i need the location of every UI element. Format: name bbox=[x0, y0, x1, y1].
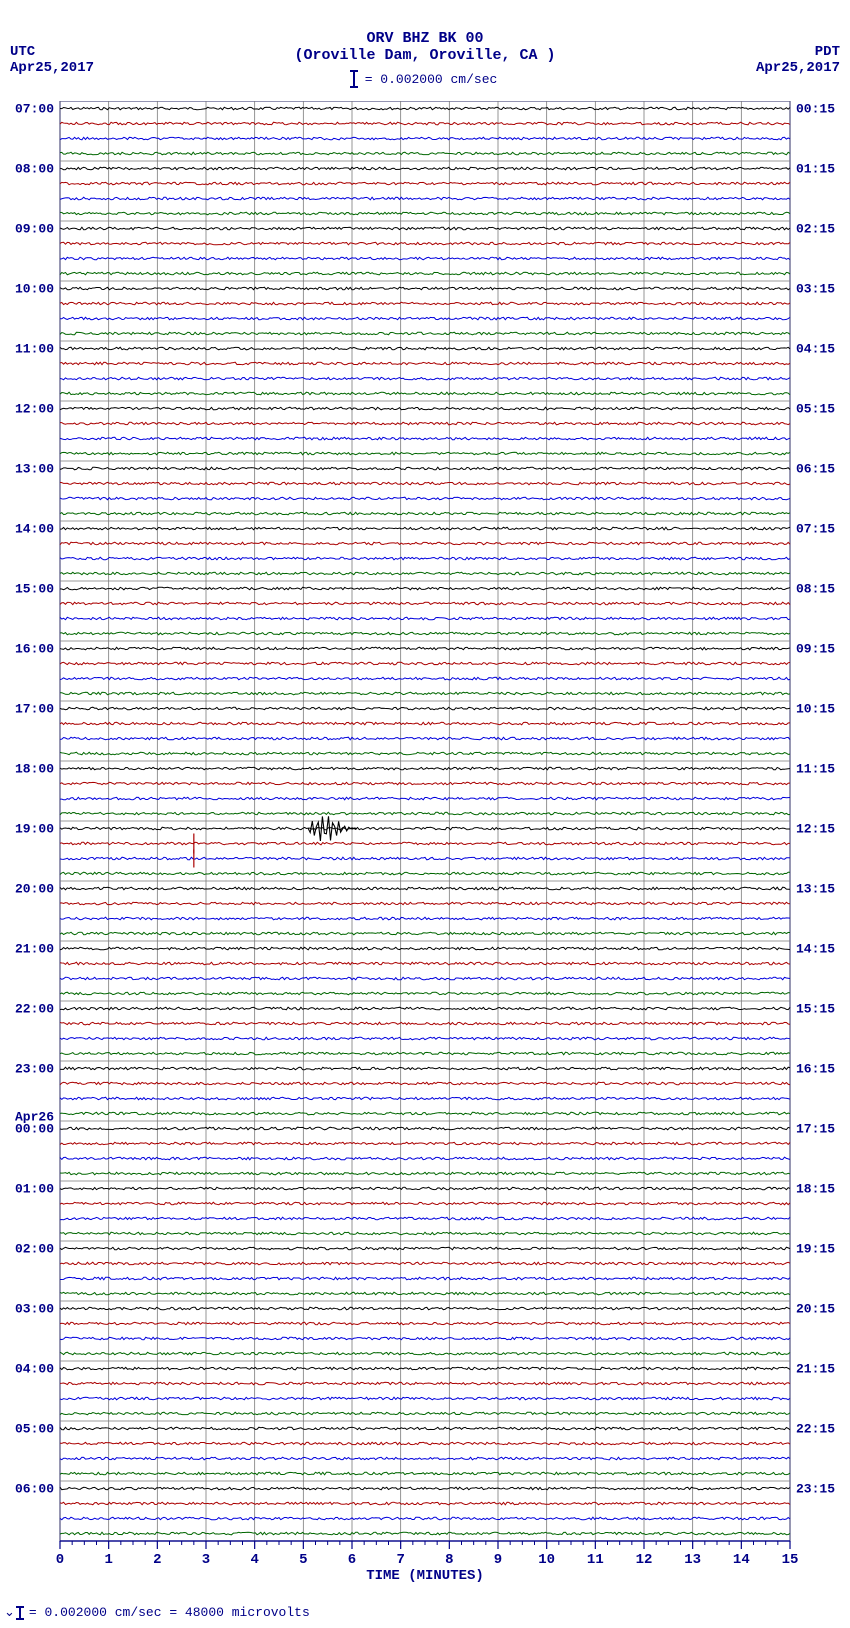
svg-text:01:15: 01:15 bbox=[796, 162, 835, 177]
svg-text:TIME (MINUTES): TIME (MINUTES) bbox=[366, 1568, 484, 1584]
svg-text:0: 0 bbox=[56, 1552, 64, 1568]
svg-text:16:00: 16:00 bbox=[15, 642, 54, 657]
svg-text:9: 9 bbox=[494, 1552, 502, 1568]
svg-text:8: 8 bbox=[445, 1552, 453, 1568]
timezone-right: PDT Apr25,2017 bbox=[756, 44, 840, 76]
svg-text:3: 3 bbox=[202, 1552, 210, 1568]
svg-text:20:15: 20:15 bbox=[796, 1302, 835, 1317]
svg-text:22:00: 22:00 bbox=[15, 1002, 54, 1017]
svg-text:6: 6 bbox=[348, 1552, 356, 1568]
svg-text:15:00: 15:00 bbox=[15, 582, 54, 597]
svg-text:02:00: 02:00 bbox=[15, 1242, 54, 1257]
svg-text:7: 7 bbox=[396, 1552, 404, 1568]
seismogram-svg: 07:00 00:15 08:00 01:15 09:00 02:15 10:00 03:15… bbox=[0, 101, 850, 1591]
svg-text:18:15: 18:15 bbox=[796, 1182, 835, 1197]
svg-text:00:15: 00:15 bbox=[796, 102, 835, 117]
timezone-left: UTC Apr25,2017 bbox=[10, 44, 94, 76]
svg-text:17:15: 17:15 bbox=[796, 1122, 835, 1137]
svg-text:09:00: 09:00 bbox=[15, 222, 54, 237]
svg-text:12: 12 bbox=[636, 1552, 653, 1568]
svg-text:18:00: 18:00 bbox=[15, 762, 54, 777]
svg-text:19:15: 19:15 bbox=[796, 1242, 835, 1257]
svg-text:06:00: 06:00 bbox=[15, 1482, 54, 1497]
tz-right-date: Apr25,2017 bbox=[756, 60, 840, 76]
svg-text:01:00: 01:00 bbox=[15, 1182, 54, 1197]
svg-text:05:15: 05:15 bbox=[796, 402, 835, 417]
svg-text:08:15: 08:15 bbox=[796, 582, 835, 597]
svg-text:17:00: 17:00 bbox=[15, 702, 54, 717]
svg-text:07:00: 07:00 bbox=[15, 102, 54, 117]
svg-text:22:15: 22:15 bbox=[796, 1422, 835, 1437]
svg-text:07:15: 07:15 bbox=[796, 522, 835, 537]
svg-text:21:00: 21:00 bbox=[15, 942, 54, 957]
tz-right-code: PDT bbox=[815, 44, 840, 60]
svg-text:14:15: 14:15 bbox=[796, 942, 835, 957]
svg-text:15: 15 bbox=[782, 1552, 799, 1568]
svg-text:00:00: 00:00 bbox=[15, 1122, 54, 1137]
scale-bar-icon bbox=[353, 70, 355, 88]
tz-left-date: Apr25,2017 bbox=[10, 60, 94, 76]
svg-text:14:00: 14:00 bbox=[15, 522, 54, 537]
svg-text:4: 4 bbox=[250, 1552, 258, 1568]
svg-text:10:15: 10:15 bbox=[796, 702, 835, 717]
svg-text:13:00: 13:00 bbox=[15, 462, 54, 477]
svg-text:23:00: 23:00 bbox=[15, 1062, 54, 1077]
svg-text:11:00: 11:00 bbox=[15, 342, 54, 357]
svg-text:09:15: 09:15 bbox=[796, 642, 835, 657]
svg-text:12:15: 12:15 bbox=[796, 822, 835, 837]
svg-text:04:15: 04:15 bbox=[796, 342, 835, 357]
svg-text:12:00: 12:00 bbox=[15, 402, 54, 417]
scale-legend: = 0.002000 cm/sec bbox=[353, 70, 498, 88]
svg-text:08:00: 08:00 bbox=[15, 162, 54, 177]
footer-scale: ⌄ = 0.002000 cm/sec = 48000 microvolts bbox=[0, 1591, 850, 1628]
svg-text:03:15: 03:15 bbox=[796, 282, 835, 297]
seismogram-plot: 07:00 00:15 08:00 01:15 09:00 02:15 10:00 03:15… bbox=[0, 101, 850, 1591]
svg-text:16:15: 16:15 bbox=[796, 1062, 835, 1077]
svg-text:05:00: 05:00 bbox=[15, 1422, 54, 1437]
svg-text:02:15: 02:15 bbox=[796, 222, 835, 237]
svg-text:13: 13 bbox=[684, 1552, 701, 1568]
svg-text:14: 14 bbox=[733, 1552, 750, 1568]
svg-text:5: 5 bbox=[299, 1552, 307, 1568]
svg-text:13:15: 13:15 bbox=[796, 882, 835, 897]
svg-text:11: 11 bbox=[587, 1552, 604, 1568]
scale-text: = 0.002000 cm/sec bbox=[365, 72, 498, 87]
svg-text:20:00: 20:00 bbox=[15, 882, 54, 897]
svg-text:04:00: 04:00 bbox=[15, 1362, 54, 1377]
svg-text:19:00: 19:00 bbox=[15, 822, 54, 837]
svg-text:11:15: 11:15 bbox=[796, 762, 835, 777]
svg-text:03:00: 03:00 bbox=[15, 1302, 54, 1317]
svg-text:1: 1 bbox=[104, 1552, 112, 1568]
header: ORV BHZ BK 00 (Oroville Dam, Oroville, C… bbox=[0, 0, 850, 93]
tz-left-code: UTC bbox=[10, 44, 35, 60]
station-location: (Oroville Dam, Oroville, CA ) bbox=[0, 47, 850, 64]
svg-text:10: 10 bbox=[538, 1552, 555, 1568]
svg-text:21:15: 21:15 bbox=[796, 1362, 835, 1377]
svg-text:15:15: 15:15 bbox=[796, 1002, 835, 1017]
svg-text:23:15: 23:15 bbox=[796, 1482, 835, 1497]
station-code: ORV BHZ BK 00 bbox=[0, 30, 850, 47]
svg-text:2: 2 bbox=[153, 1552, 161, 1568]
svg-text:10:00: 10:00 bbox=[15, 282, 54, 297]
svg-text:06:15: 06:15 bbox=[796, 462, 835, 477]
